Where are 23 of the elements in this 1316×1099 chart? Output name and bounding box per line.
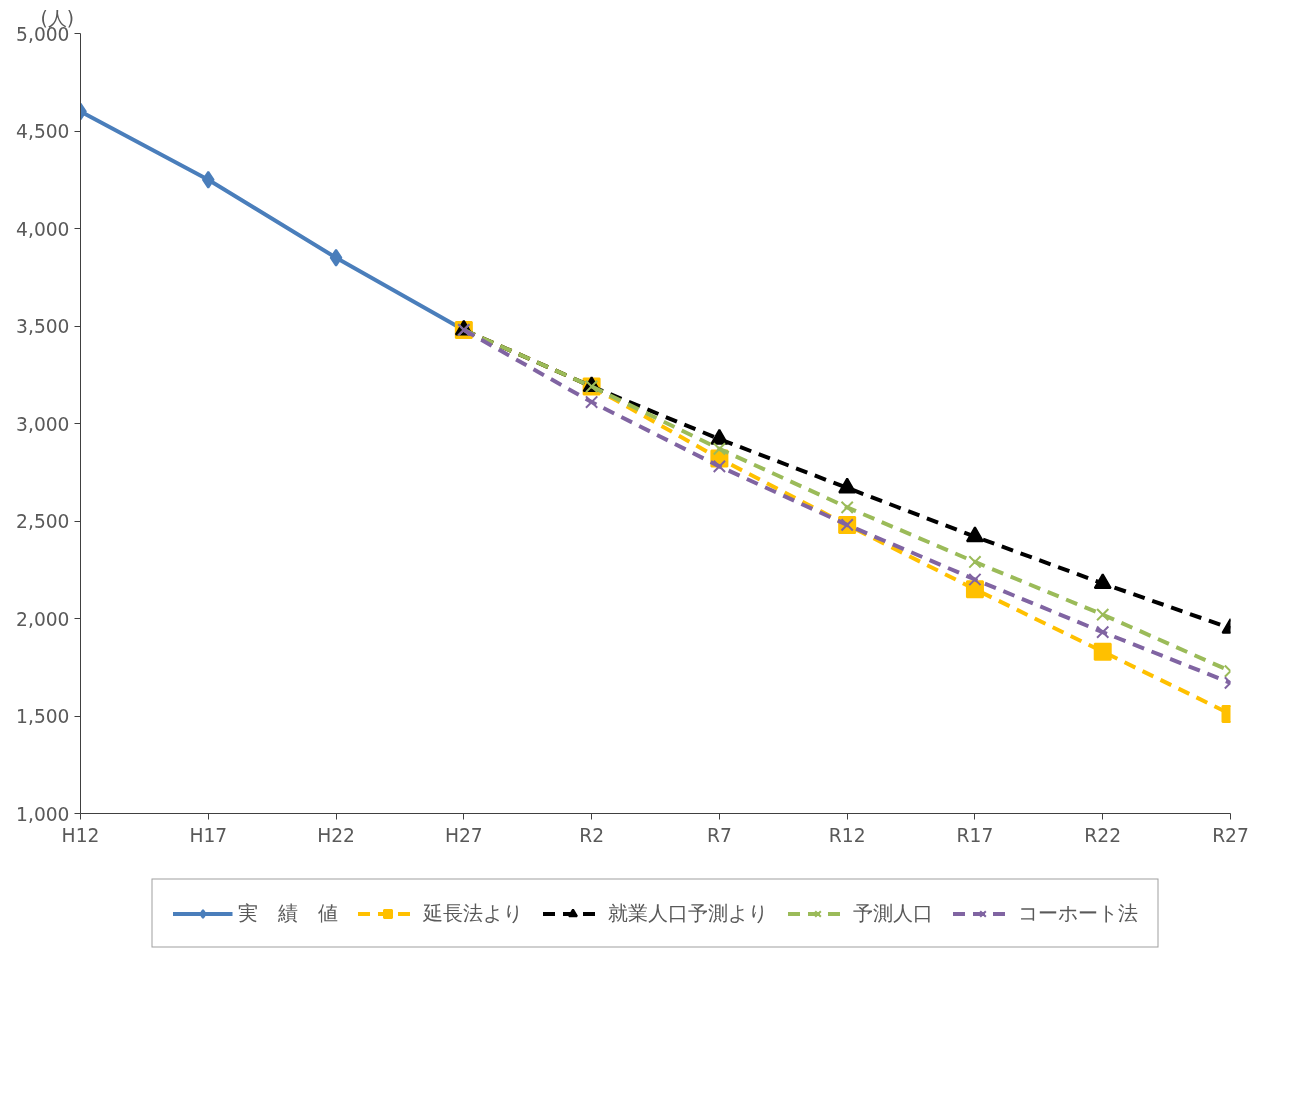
x-tick-label: H27 bbox=[444, 824, 483, 846]
x-tick-label: R2 bbox=[579, 824, 605, 846]
y-tick-label: 3,000 bbox=[16, 413, 70, 435]
x-tick-label: H17 bbox=[189, 824, 228, 846]
x-tick-label: R7 bbox=[706, 824, 732, 846]
x-tick-label: R17 bbox=[956, 824, 994, 846]
y-tick-label: 1,000 bbox=[16, 803, 70, 825]
y-tick-label: 2,500 bbox=[16, 511, 70, 532]
x-tick-label: R22 bbox=[1084, 824, 1122, 846]
y-tick-label: 1,500 bbox=[16, 706, 70, 727]
x-tick-label: H22 bbox=[317, 824, 355, 846]
legend-label: 予測人口 bbox=[852, 899, 933, 927]
y-tick-label: 4,000 bbox=[16, 218, 70, 240]
legend-label: 延長法より bbox=[422, 899, 523, 927]
y-tick-label: 4,500 bbox=[16, 121, 70, 142]
x-tick-label: R27 bbox=[1212, 824, 1249, 846]
x-tick-label: R12 bbox=[828, 824, 866, 846]
legend-label: コーホート法 bbox=[1017, 899, 1138, 927]
y-tick-label: 2,000 bbox=[16, 608, 70, 630]
y-tick-label: 3,500 bbox=[16, 316, 70, 337]
x-tick-label: H12 bbox=[61, 824, 100, 846]
legend-label: 実 績 値 bbox=[237, 899, 338, 927]
legend-label: 就業人口予測より bbox=[607, 899, 768, 927]
